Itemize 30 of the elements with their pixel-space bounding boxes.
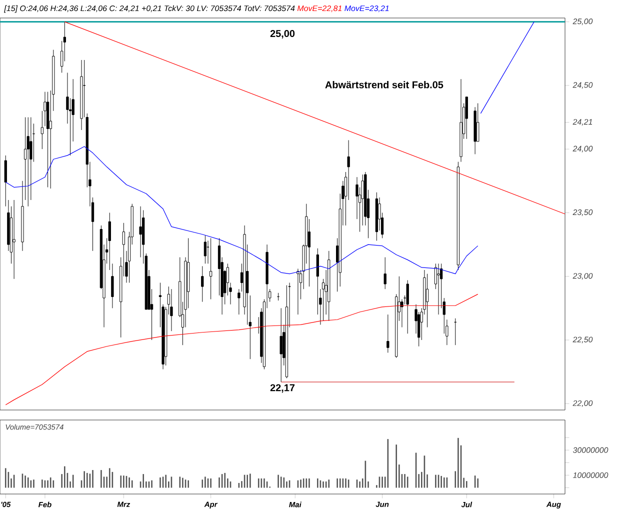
- candlestick: [238, 288, 240, 315]
- candlestick: [44, 92, 46, 126]
- line-series: [5, 294, 478, 406]
- candlestick: [12, 200, 16, 280]
- candlestick: [108, 212, 111, 270]
- candlestick: [210, 238, 212, 300]
- candlestick: [26, 117, 30, 207]
- ref-line-label: 25,00: [270, 30, 295, 39]
- candlestick: [476, 103, 480, 142]
- candlestick: [316, 248, 319, 315]
- candlestick: [4, 155, 7, 207]
- candlestick: [201, 266, 204, 302]
- candlestick: [280, 308, 282, 382]
- candlestick: [386, 314, 390, 353]
- candlestick: [426, 274, 429, 328]
- candlestick: [400, 299, 404, 328]
- candlestick: [437, 263, 440, 315]
- candlestick: [406, 280, 409, 334]
- candlestick: [170, 288, 173, 332]
- candlestick: [347, 140, 350, 200]
- line-series: [5, 146, 478, 274]
- candlestick: [384, 257, 386, 290]
- candlestick: [139, 206, 142, 258]
- annotation: 22,17: [270, 384, 295, 393]
- candlestick: [296, 268, 300, 315]
- annotation: Abwärtstrend seit Feb.05: [325, 80, 444, 88]
- candlestick: [111, 263, 114, 308]
- candlestick: [465, 96, 468, 140]
- candlestick: [204, 235, 207, 264]
- candlestick: [40, 110, 44, 150]
